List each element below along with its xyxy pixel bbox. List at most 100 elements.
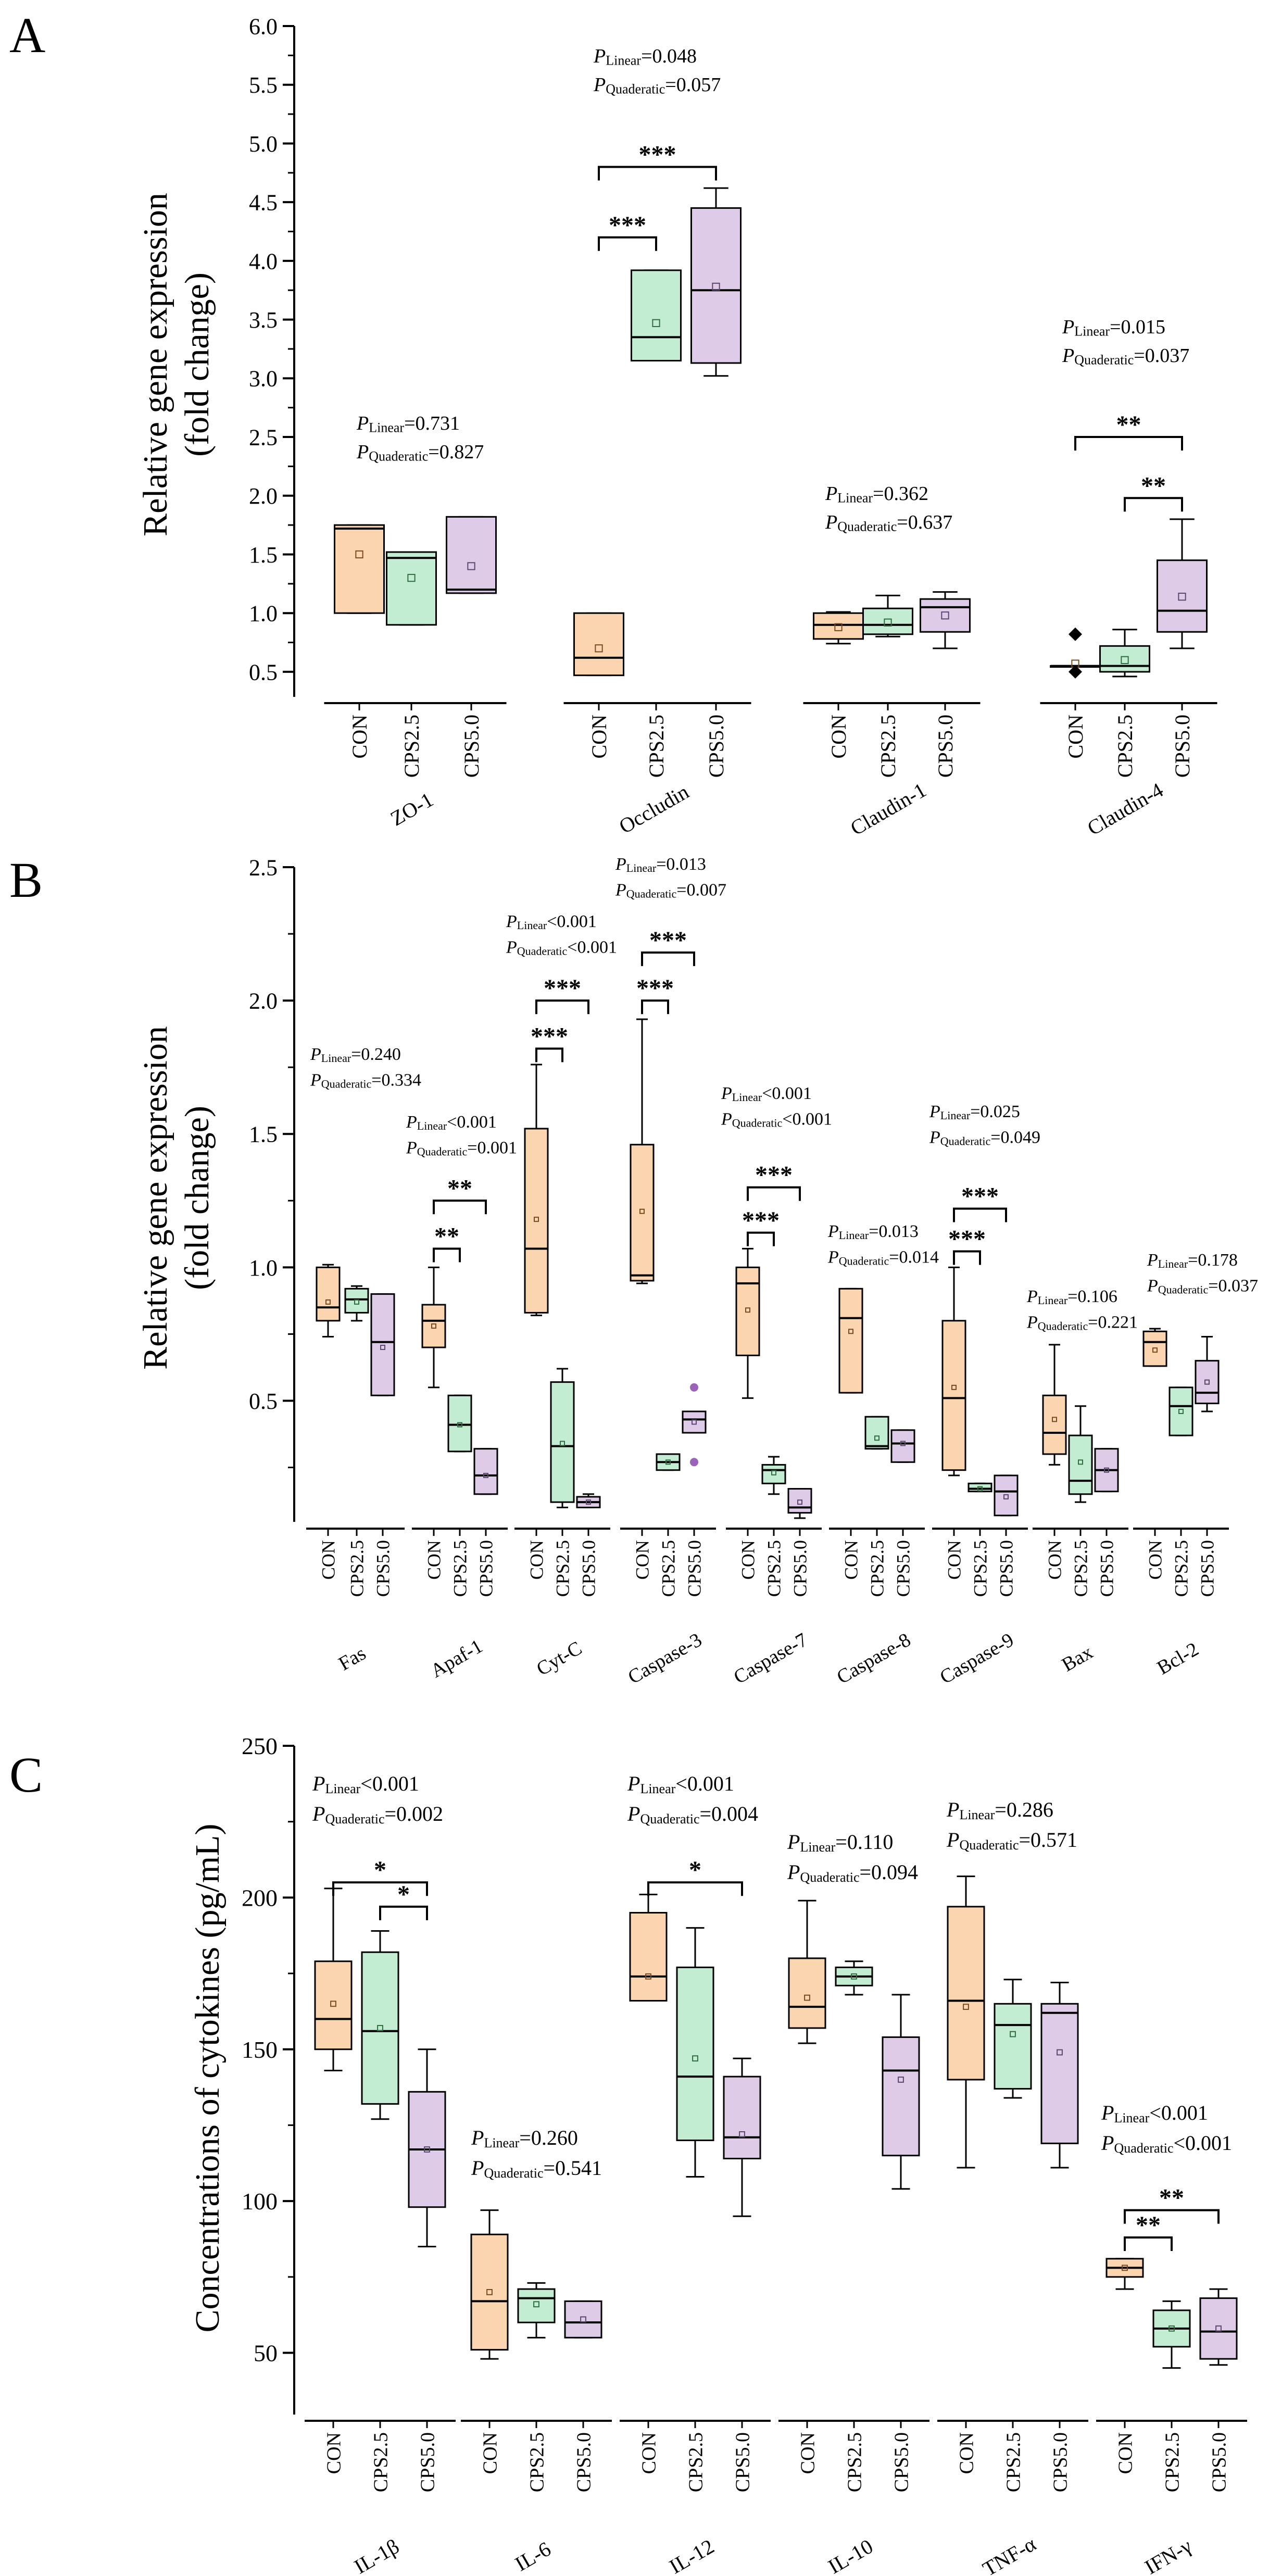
p-quadratic-label: PQuaderatic=0.334 [310, 1070, 421, 1090]
significance-bracket [641, 951, 695, 966]
p-quadratic-label: PQuaderatic=0.002 [312, 1802, 443, 1827]
p-linear-label: PLinear<0.001 [506, 912, 597, 932]
p-quadratic-label: PQuaderatic=0.007 [615, 880, 726, 900]
box-iqr [446, 516, 497, 594]
p-linear-label: PLinear=0.731 [356, 412, 460, 435]
category-label: CPS2.5 [867, 1540, 888, 1597]
box-iqr [994, 1474, 1019, 1517]
significance-label: * [397, 1881, 410, 1908]
group-bcl-2: CON CPS2.5 CPS5.0 Bcl-2 PLinear=0.178 PQuader… [1133, 1251, 1258, 1679]
box-cps50 [408, 2048, 446, 2247]
p-quadratic-label: PQuaderatic=0.541 [471, 2156, 602, 2181]
category-label: CPS2.5 [400, 715, 423, 778]
box-iqr [882, 2036, 920, 2157]
p-quadratic-label: PQuaderatic<0.001 [506, 937, 617, 957]
box-iqr [564, 2300, 602, 2339]
group-label: IL-6 [511, 2537, 555, 2576]
mean-marker [900, 1441, 906, 1446]
panel-c: C 50 100 150 200 250 Concentrations of cytoki… [9, 1733, 1247, 2576]
significance-bracket [379, 1905, 428, 1920]
box-iqr [629, 1912, 668, 2002]
mean-marker [739, 2131, 745, 2137]
y-tick-label: 2.0 [249, 483, 278, 509]
mean-marker [851, 1973, 857, 1980]
box-iqr [1099, 645, 1150, 673]
box-cps25 [968, 1482, 992, 1493]
mean-marker [745, 1307, 750, 1313]
box-iqr [723, 2075, 761, 2160]
category-label: CPS5.0 [573, 2432, 595, 2492]
box-con [573, 612, 624, 677]
box-iqr [573, 612, 624, 677]
box-iqr [316, 1266, 341, 1322]
panel-a: A 0.5 1.0 1.5 2.0 2.5 3.0 3.5 4.0 4.5 5.0 5.5 6.0 Re… [9, 7, 1217, 840]
y-tick-label: 1.5 [249, 1122, 278, 1147]
p-quadratic-label: PQuaderatic<0.001 [721, 1109, 832, 1129]
box-iqr [421, 1304, 446, 1348]
box-cps50 [564, 2300, 602, 2339]
mean-marker [639, 1208, 645, 1214]
group-occludin: CON CPS2.5 CPS5.0 Occludin *** *** PLinear=0.0… [563, 45, 751, 838]
box-cps25 [344, 1285, 369, 1322]
category-label: CPS5.0 [1208, 2432, 1230, 2492]
box-iqr [1040, 2003, 1079, 2144]
p-quadratic-label: PQuaderatic=0.004 [627, 1802, 758, 1827]
category-label: CPS2.5 [1071, 1540, 1091, 1597]
box-iqr [470, 2233, 509, 2351]
box-cps50 [370, 1293, 395, 1396]
box-cps50 [690, 187, 742, 377]
box-iqr [813, 612, 864, 640]
mean-marker [1104, 1467, 1109, 1473]
box-cps25 [517, 2282, 556, 2339]
significance-bracket [1124, 2209, 1220, 2224]
y-tick-label: 3.0 [249, 366, 278, 392]
category-label: CPS5.0 [476, 1540, 497, 1597]
category-label: CON [797, 2432, 819, 2474]
category-label: CPS2.5 [685, 2432, 707, 2492]
group-caspase-3: CON CPS2.5 CPS5.0 Caspase-3 *** *** PLinear=0.… [615, 855, 726, 1689]
mean-marker [380, 1345, 385, 1350]
significance-label: *** [531, 1022, 568, 1050]
y-tick-label: 6.0 [249, 14, 278, 39]
mean-marker [692, 1419, 697, 1425]
category-label: CON [827, 715, 850, 758]
box-cps50 [787, 1488, 812, 1519]
category-label: CON [348, 715, 371, 758]
group-ifn-: CON CPS2.5 CPS5.0 IFN-γ **** PLinear<0.001 PQu… [1096, 2101, 1247, 2576]
category-label: CON [323, 2432, 345, 2474]
significance-bracket [433, 1247, 461, 1262]
significance-bracket [433, 1199, 487, 1215]
p-quadratic-label: PQuaderatic=0.221 [1026, 1312, 1138, 1332]
category-label: CON [738, 1540, 759, 1580]
category-label: CON [632, 1540, 653, 1580]
significance-label: *** [961, 1183, 999, 1210]
box-cps25 [550, 1368, 575, 1508]
significance-label: *** [649, 927, 687, 954]
group-label: Apaf-1 [427, 1635, 486, 1682]
p-linear-label: PLinear=0.110 [787, 1830, 893, 1855]
p-quadratic-label: PQuaderatic=0.057 [593, 74, 721, 97]
p-linear-label: PLinear=0.260 [471, 2126, 578, 2150]
significance-label: *** [609, 211, 646, 239]
box-cps50 [1157, 518, 1208, 649]
box-cps25 [361, 1930, 399, 2120]
mean-marker [874, 1435, 879, 1441]
box-cps50 [890, 1429, 915, 1463]
box-cps25 [1099, 629, 1150, 678]
panel-b-label: B [9, 852, 43, 908]
box-con [1042, 1344, 1067, 1466]
category-label: CPS2.5 [526, 2432, 548, 2492]
significance-bracket [1124, 2236, 1173, 2252]
group-il-12: CON CPS2.5 CPS5.0 IL-12 * PLinear<0.001 PQuade… [620, 1772, 771, 2576]
mean-marker [533, 2301, 539, 2308]
box-iqr [334, 524, 385, 614]
category-label: CPS2.5 [1113, 715, 1137, 778]
significance-label: *** [639, 141, 676, 169]
group-apaf-1: CON CPS2.5 CPS5.0 Apaf-1 ** ** PLinear<0.001 PQ… [406, 1112, 517, 1682]
group-label: TNF-α [978, 2532, 1040, 2576]
box-iqr [631, 269, 682, 362]
panel-a-label: A [9, 7, 45, 63]
mean-marker [457, 1422, 462, 1428]
box-con [788, 1899, 826, 2044]
p-linear-label: PLinear=0.013 [615, 855, 706, 874]
